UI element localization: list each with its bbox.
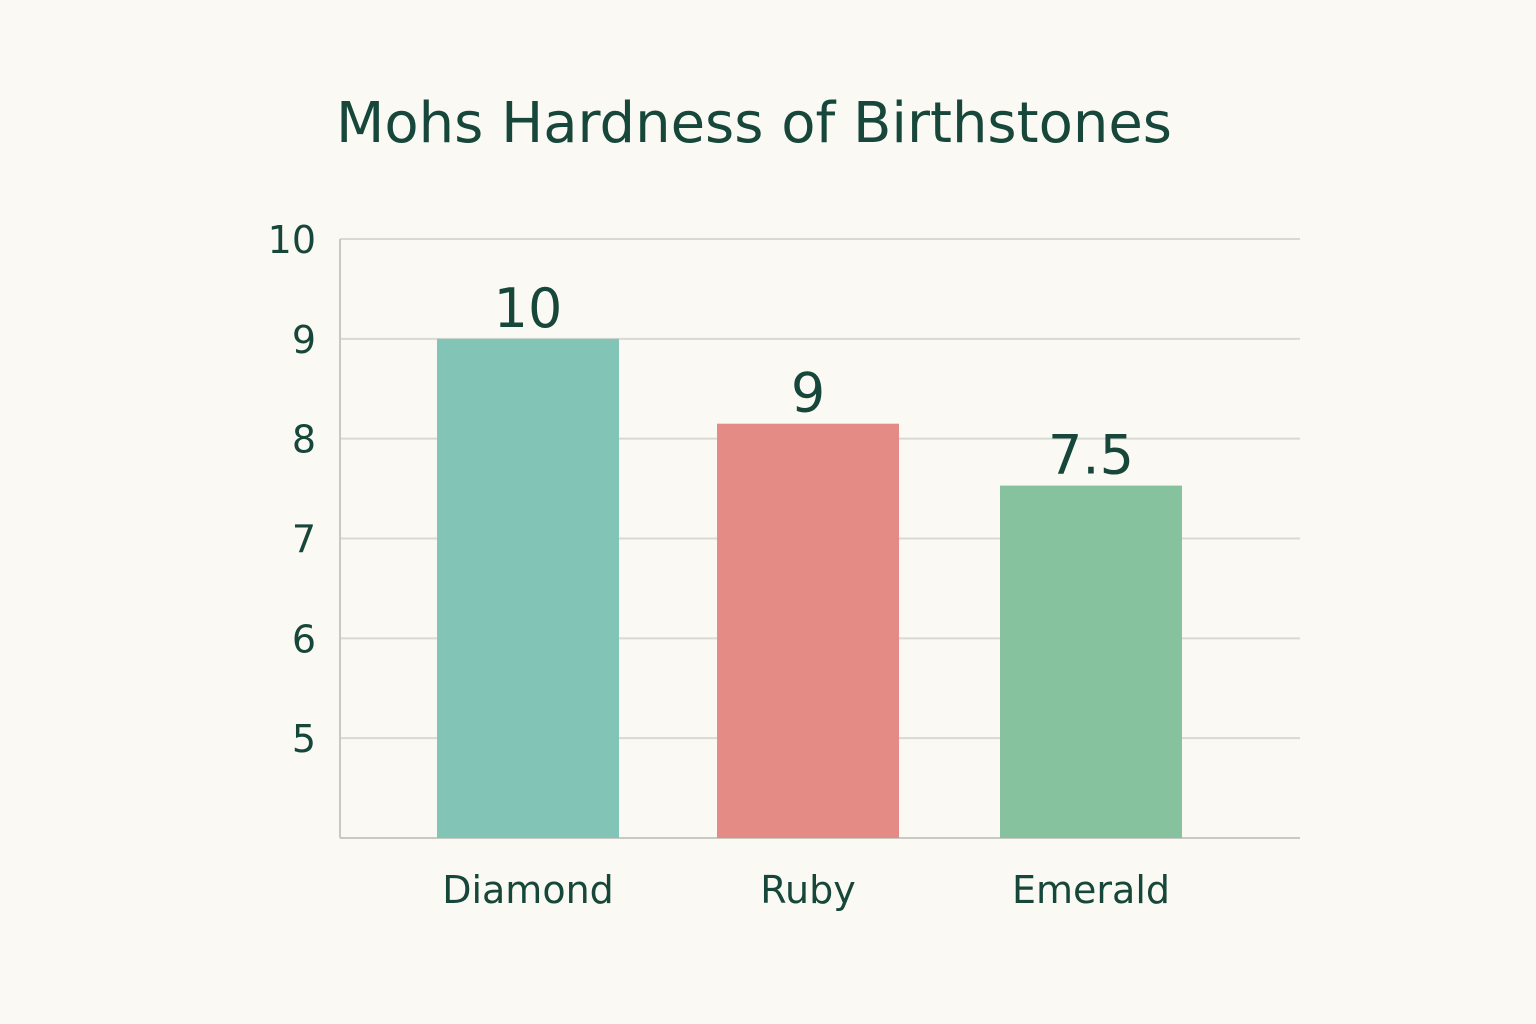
y-tick-label: 5 (292, 717, 316, 761)
x-tick-label-emerald: Emerald (1012, 868, 1170, 912)
bar-diamond (437, 338, 619, 838)
y-tick-label: 10 (268, 218, 316, 262)
chart-title: Mohs Hardness of Birthstones (336, 91, 1172, 156)
labels: 5 6 7 8 9 10 10 Diamond 9 Ruby 7.5 Emerald (268, 218, 1170, 912)
y-tick-label: 9 (292, 318, 316, 362)
x-tick-label-ruby: Ruby (760, 868, 855, 912)
bar-emerald (1000, 485, 1182, 838)
x-tick-label-diamond: Diamond (442, 868, 614, 912)
value-label-emerald: 7.5 (1048, 424, 1134, 487)
bars (437, 338, 1182, 838)
value-label-diamond: 10 (494, 277, 563, 340)
y-tick-label: 6 (292, 617, 316, 661)
value-label-ruby: 9 (791, 362, 825, 425)
bar-ruby (717, 423, 899, 838)
y-tick-label: 7 (292, 518, 316, 562)
y-tick-label: 8 (292, 418, 316, 462)
